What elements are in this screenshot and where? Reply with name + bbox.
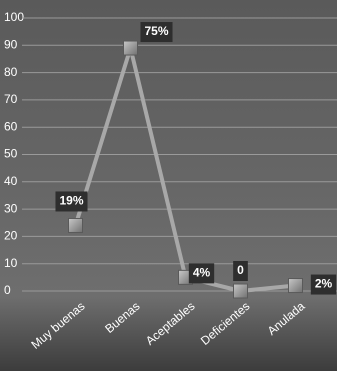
annotation-box (310, 274, 337, 295)
annotation-box (140, 22, 173, 43)
y-tick-label: 30 (4, 201, 18, 215)
annotation-box (55, 191, 88, 212)
y-tick-label: 80 (4, 65, 18, 79)
point (288, 278, 303, 294)
annotation-box (188, 263, 215, 284)
y-tick-label: 0 (4, 283, 11, 297)
point (123, 40, 138, 56)
data-annotation: 4% (193, 266, 211, 280)
annotation-box (233, 261, 248, 281)
y-tick-label: 20 (4, 229, 18, 243)
y-tick-label: 90 (4, 37, 18, 51)
y-tick-label: 60 (4, 119, 18, 133)
data-annotation: 19% (59, 194, 83, 208)
data-annotation: 0 (237, 263, 244, 277)
data-annotation: 75% (144, 24, 168, 38)
point (233, 283, 248, 299)
point (68, 217, 83, 233)
y-tick-label: 40 (4, 174, 18, 188)
y-tick-label: 70 (4, 92, 18, 106)
y-tick-label: 50 (4, 147, 18, 161)
data-annotation: 2% (315, 277, 333, 291)
y-tick-label: 10 (4, 256, 18, 270)
y-tick-label: 100 (4, 10, 24, 24)
